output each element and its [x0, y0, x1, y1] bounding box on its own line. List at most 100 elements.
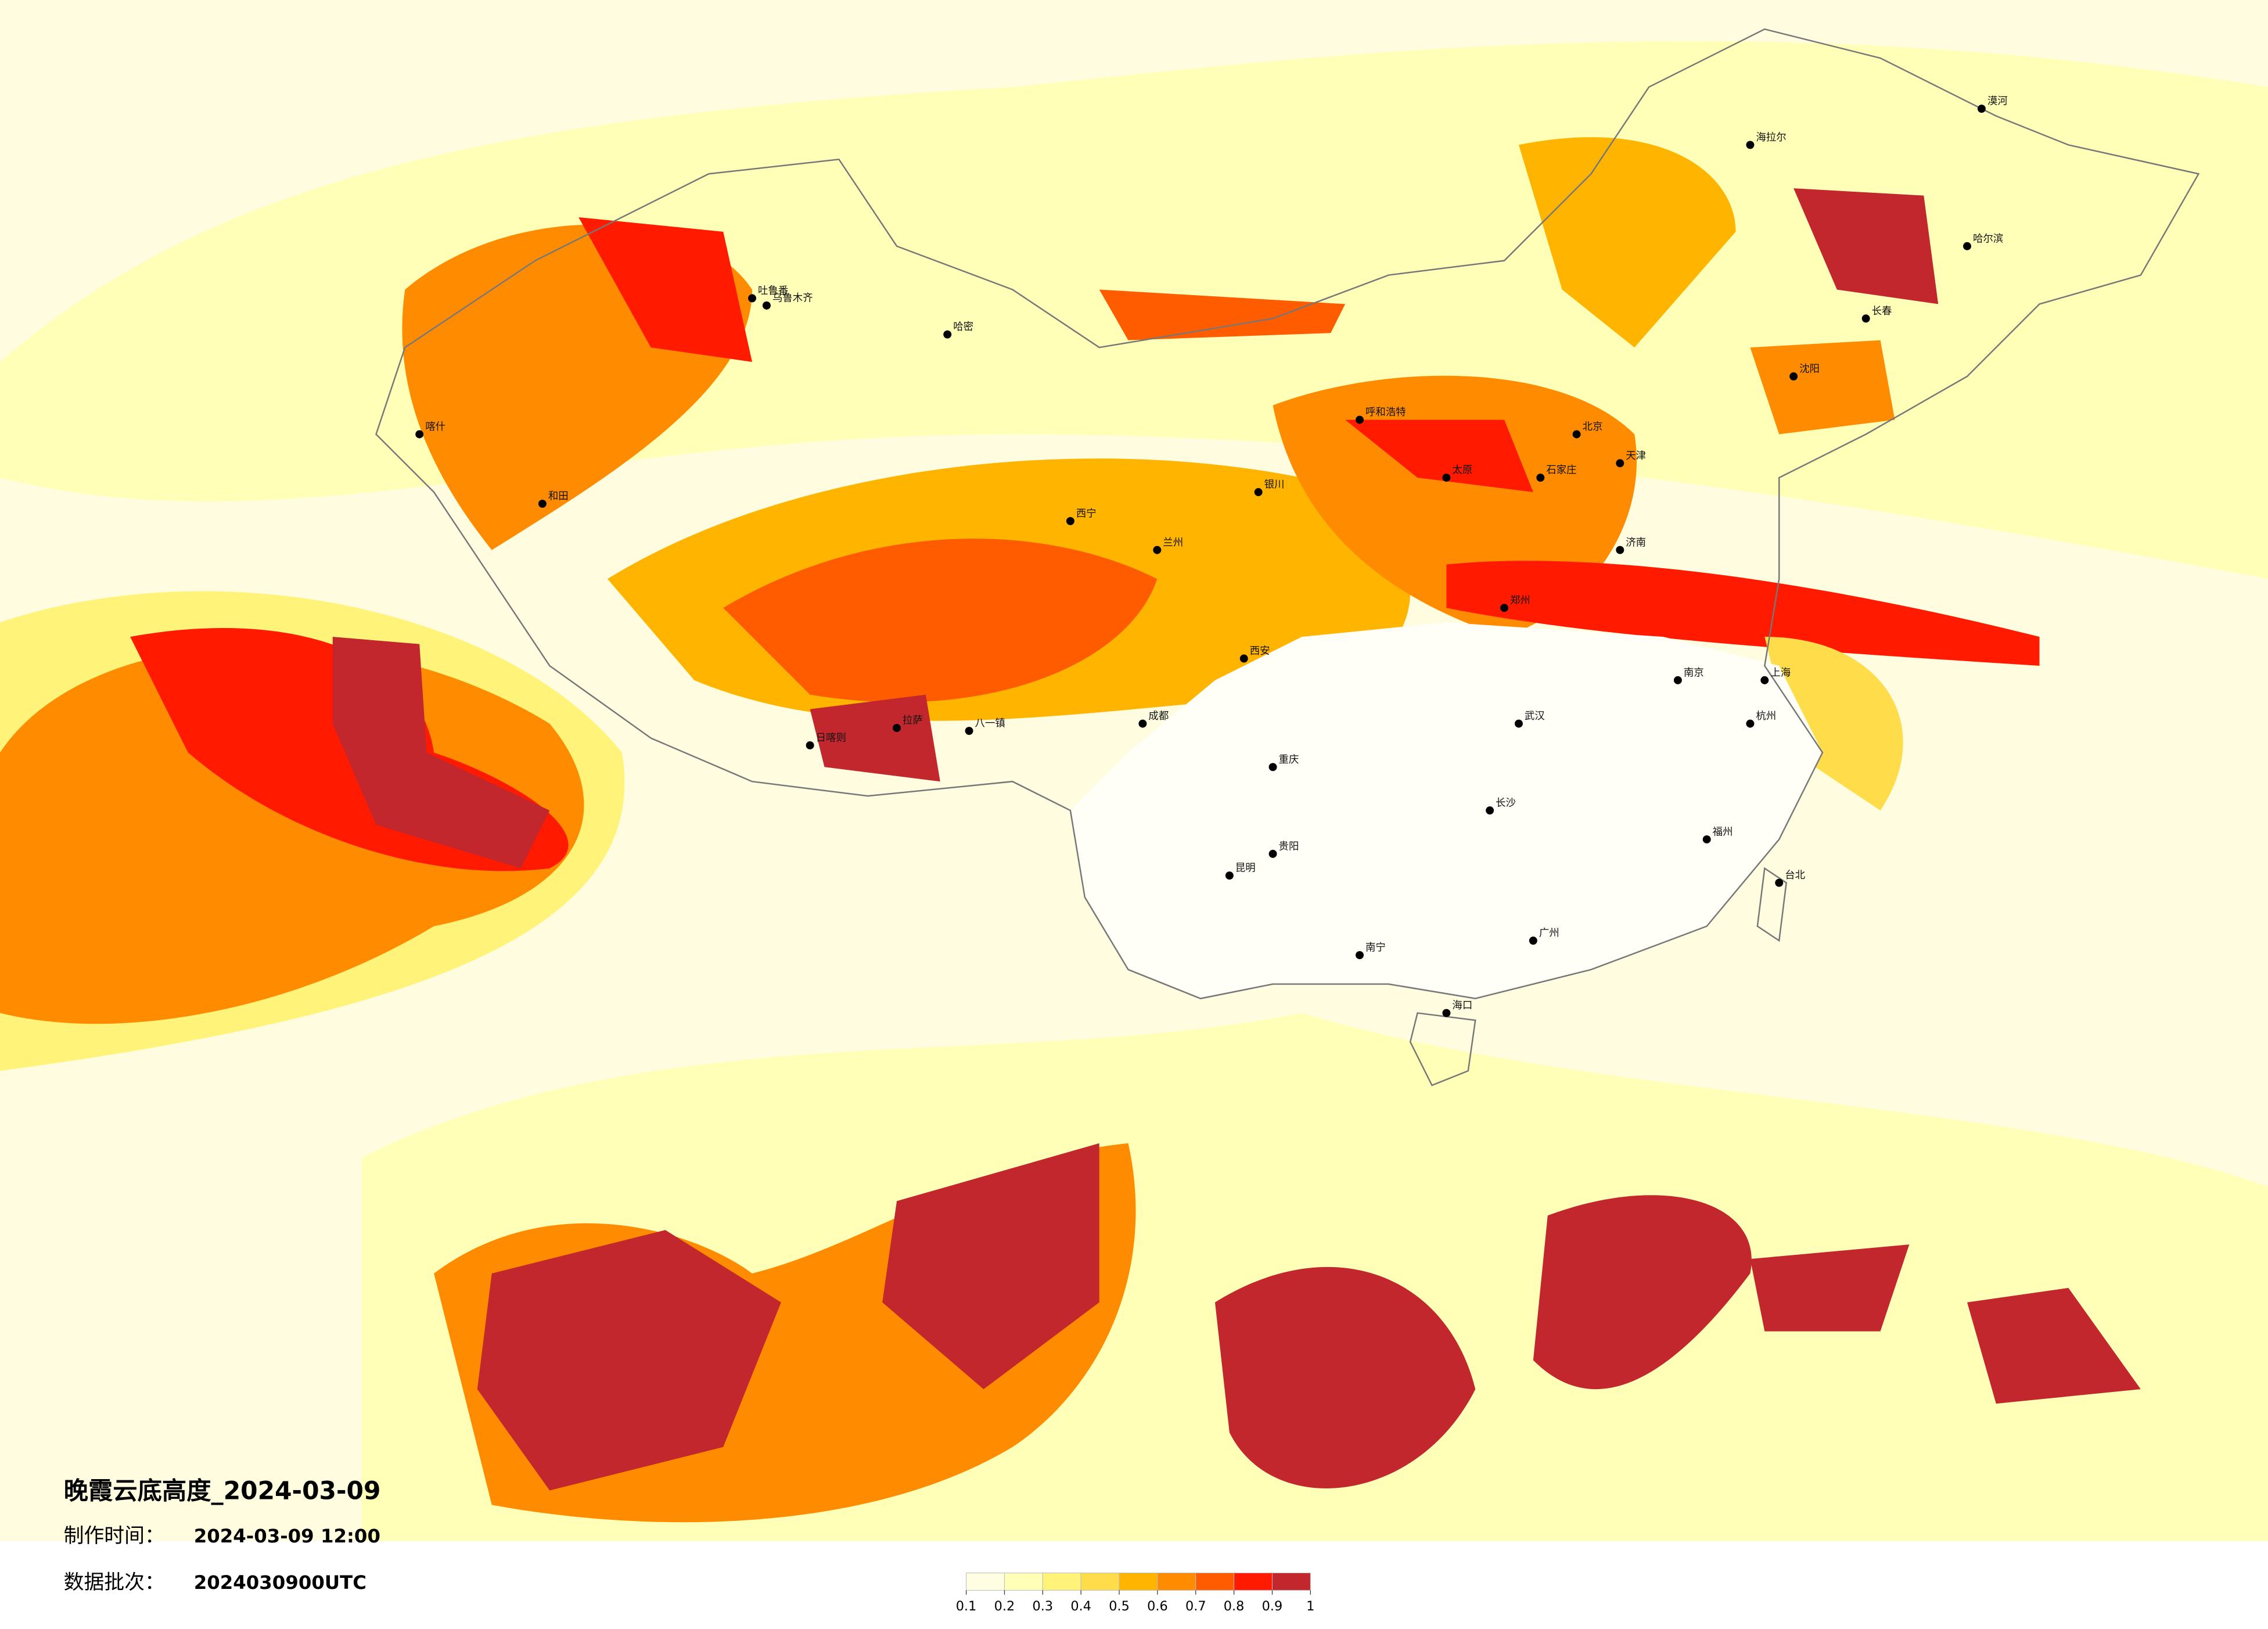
city-label: 石家庄 [1546, 465, 1576, 476]
field-top [332, 637, 550, 869]
city-label: 哈尔滨 [1973, 233, 2003, 245]
cloud-field [0, 41, 2268, 1541]
colorbar: 0.1 0.2 0.3 0.4 0.5 0.6 0.7 0.8 0.9 1 [956, 1572, 1314, 1614]
city-label: 南宁 [1365, 942, 1386, 954]
colorbar-label: 0.2 [994, 1599, 1015, 1614]
city-dot [1789, 372, 1798, 381]
city-dot [1138, 719, 1147, 728]
city-label: 海拉尔 [1756, 132, 1786, 143]
city-dot [1746, 141, 1755, 149]
title: 晚霞云底高度_2024-03-09 [64, 1476, 381, 1505]
city-dot [1616, 459, 1624, 468]
city-dot [893, 724, 901, 733]
city-label: 呼和浩特 [1365, 407, 1406, 418]
colorbar-box [1195, 1572, 1235, 1591]
city-dot [538, 500, 547, 508]
city-label: 八一镇 [975, 718, 1005, 730]
city-dot [1356, 415, 1364, 424]
city-label: 长春 [1872, 306, 1892, 317]
field-top [1214, 1266, 1476, 1488]
city-label: 和田 [548, 491, 569, 503]
colorbar-box [1042, 1572, 1081, 1591]
colorbar-box [966, 1572, 1005, 1591]
colorbar-box [1234, 1572, 1273, 1591]
field-top [1967, 1287, 2141, 1404]
city-label: 日喀则 [816, 732, 846, 744]
city-dot [415, 430, 424, 439]
colorbar-label: 0.5 [1109, 1599, 1130, 1614]
city-dot [1153, 546, 1162, 554]
city-label: 漠河 [1987, 96, 2008, 107]
city-dot [1702, 835, 1711, 844]
city-dot [1529, 937, 1537, 945]
colorbar-label: 0.8 [1224, 1599, 1245, 1614]
city-label: 沈阳 [1799, 363, 1820, 375]
field-top [882, 1143, 1099, 1390]
field-high [1446, 561, 2040, 666]
city-dot [1977, 105, 1986, 113]
city-label: 乌鲁木齐 [772, 292, 813, 304]
clear-region [1070, 622, 1823, 999]
city-dot [1442, 473, 1451, 482]
city-label: 武汉 [1525, 711, 1545, 722]
city-label: 吐鲁番 [758, 285, 788, 297]
city-dot [1254, 488, 1263, 497]
city-dot [1673, 676, 1682, 684]
city-dot [1963, 242, 1971, 250]
colorbar-label: 0.3 [1033, 1599, 1054, 1614]
colorbar-box [1004, 1572, 1043, 1591]
colorbar-box [1119, 1572, 1158, 1591]
city-label: 昆明 [1235, 863, 1256, 874]
city-dot [965, 727, 973, 735]
field-top [810, 694, 940, 782]
city-label: 南京 [1684, 667, 1704, 679]
city-dot [1066, 516, 1074, 525]
field-top [1533, 1195, 1752, 1390]
field-mid [1750, 340, 1895, 435]
city-dot [1268, 763, 1277, 772]
field-mid [1099, 289, 1346, 340]
city-dot [1239, 654, 1248, 663]
field-top [1793, 188, 1939, 304]
city-dot [1442, 1009, 1451, 1017]
city-label: 济南 [1626, 537, 1646, 548]
city-dot [1616, 546, 1624, 554]
city-label: 郑州 [1510, 595, 1530, 607]
city-label: 成都 [1148, 711, 1169, 722]
city-dot [1514, 719, 1523, 728]
field-mid [723, 539, 1158, 702]
colorbar-box [1080, 1572, 1120, 1591]
made-label: 制作时间： [64, 1524, 165, 1548]
city-dot [748, 294, 756, 303]
city-dot [762, 301, 771, 310]
city-label: 天津 [1626, 450, 1646, 462]
city-dot [1861, 314, 1870, 323]
city-dot [1486, 806, 1494, 814]
colorbar-box [1271, 1572, 1311, 1591]
city-dot [1775, 878, 1784, 887]
batch-label: 数据批次： [64, 1571, 165, 1594]
field-mid [0, 645, 584, 1024]
colorbar-box [1157, 1572, 1196, 1591]
field-mid [1518, 137, 1736, 348]
city-label: 北京 [1583, 421, 1603, 433]
city-label: 杭州 [1756, 711, 1776, 722]
city-dot [1760, 676, 1769, 684]
city-label: 海口 [1452, 1000, 1472, 1011]
city-dot [1356, 951, 1364, 960]
field-high [1345, 419, 1533, 493]
city-label: 福州 [1713, 826, 1733, 838]
city-dot [1746, 719, 1755, 728]
city-dot [1225, 871, 1234, 880]
city-label: 长沙 [1496, 798, 1516, 809]
city-dot [943, 330, 952, 339]
city-label: 上海 [1770, 667, 1791, 679]
city-dot [1268, 849, 1277, 858]
colorbar-label: 1 [1306, 1599, 1314, 1614]
field-top [1750, 1244, 1910, 1332]
field-top [477, 1230, 781, 1491]
city-label: 台北 [1785, 870, 1805, 881]
